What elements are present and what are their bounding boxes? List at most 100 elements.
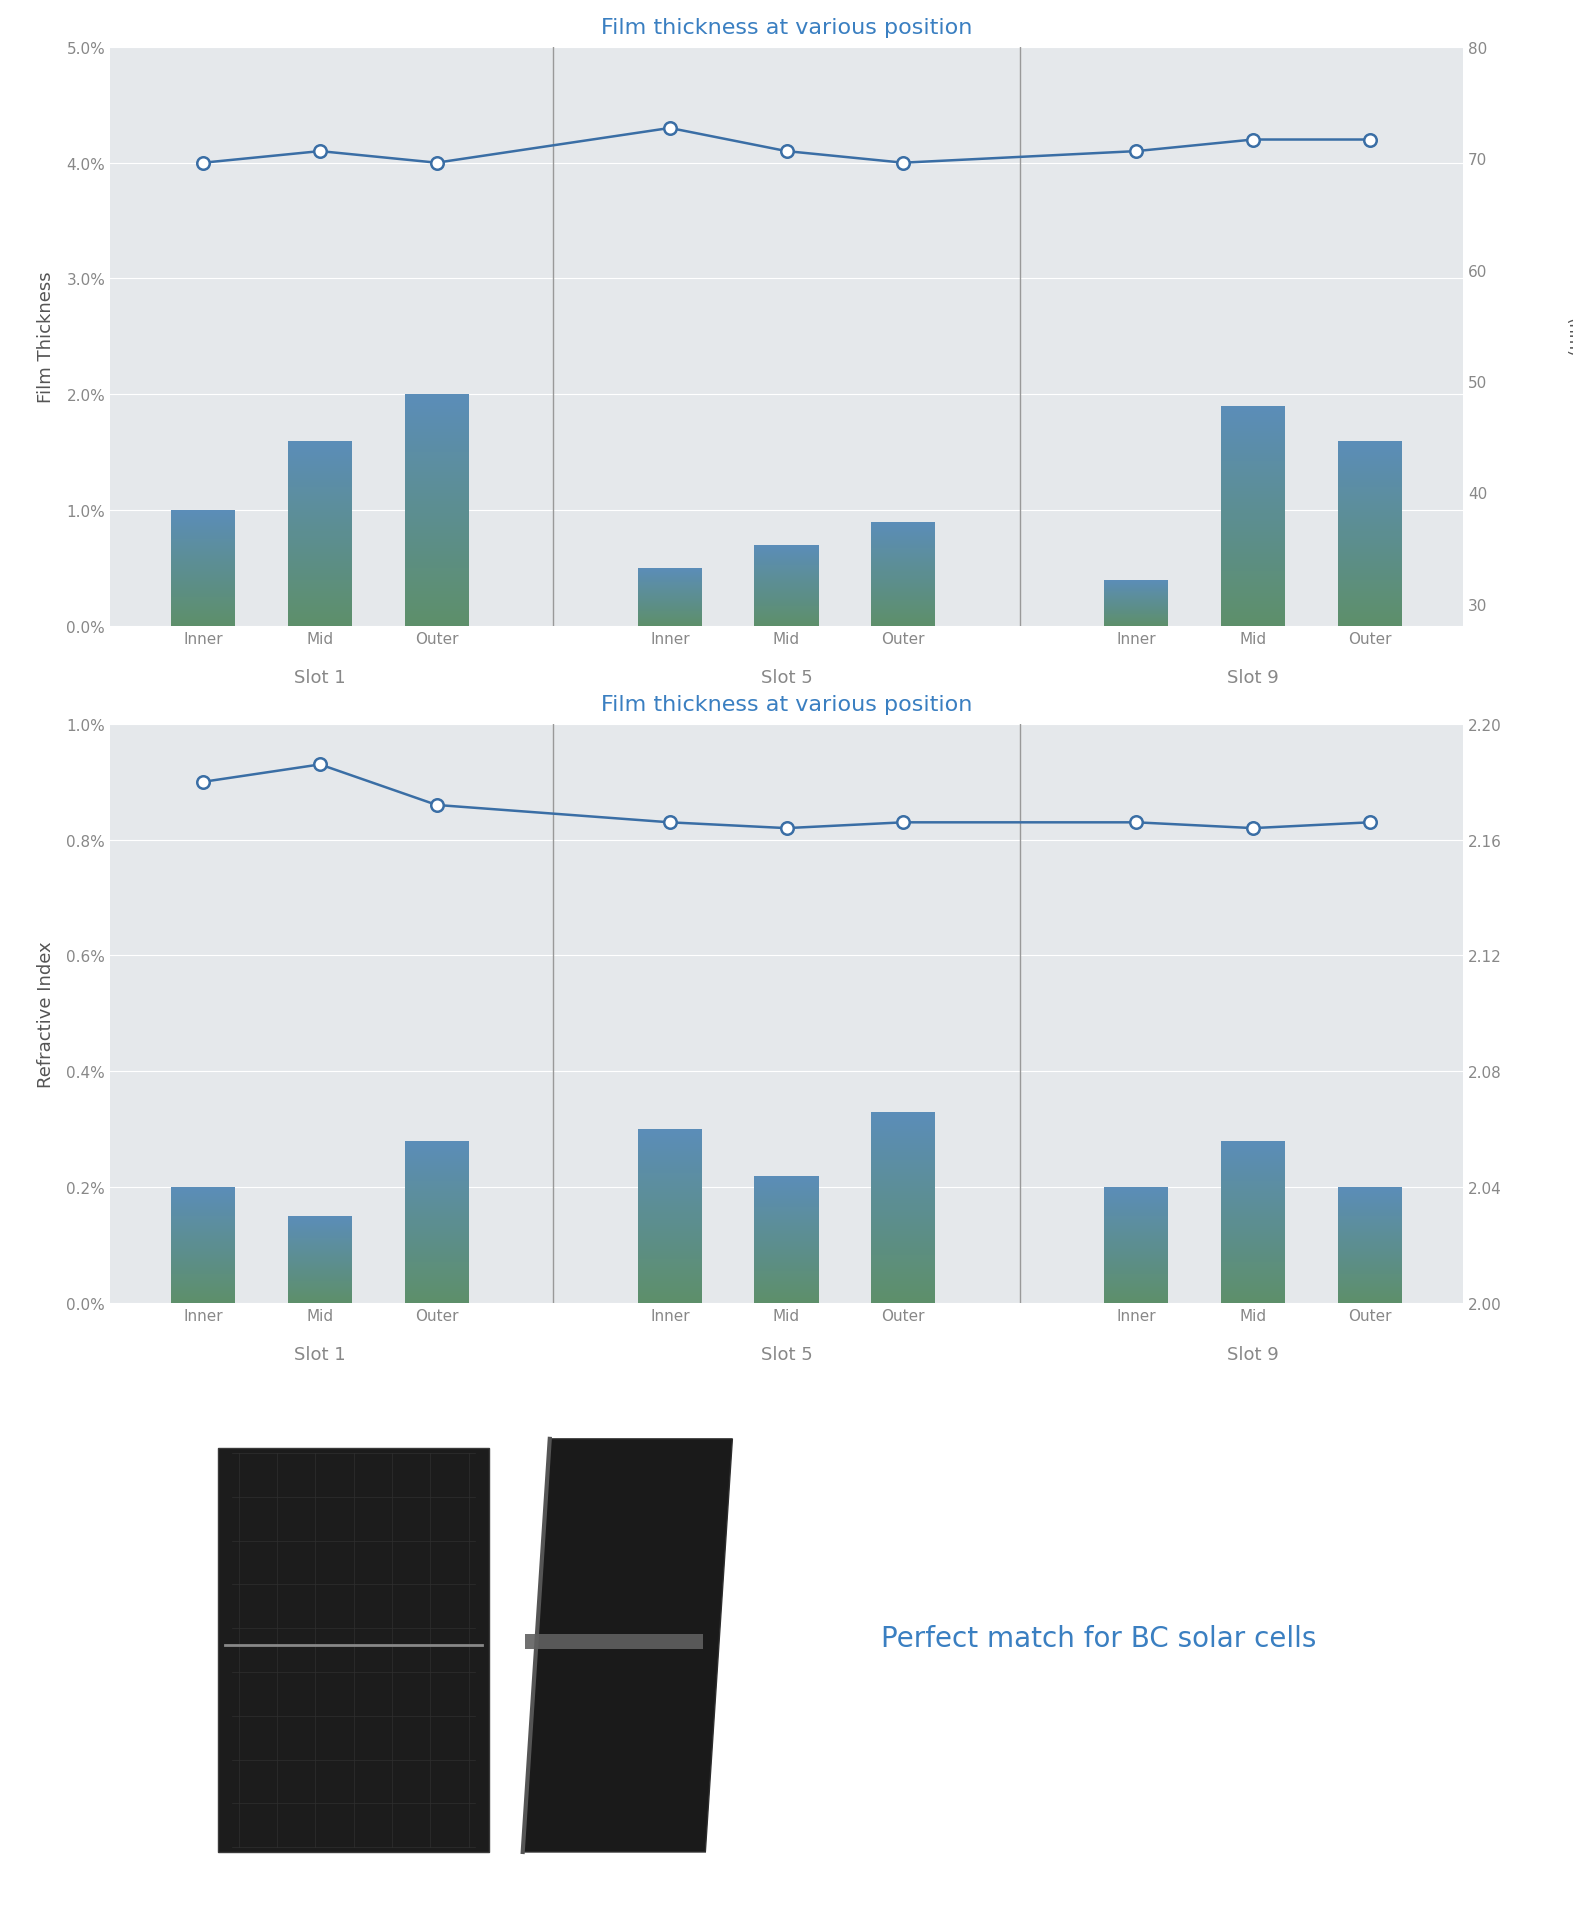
Bar bbox=[404, 450, 469, 454]
Bar bbox=[871, 1275, 936, 1277]
Bar bbox=[1221, 1181, 1285, 1183]
Bar bbox=[1221, 1300, 1285, 1302]
Bar bbox=[404, 530, 469, 534]
Bar bbox=[1221, 1238, 1285, 1240]
Bar bbox=[1221, 572, 1285, 574]
Bar bbox=[404, 586, 469, 590]
Bar bbox=[871, 1246, 936, 1248]
Bar bbox=[1221, 1240, 1285, 1242]
Bar bbox=[404, 549, 469, 551]
Bar bbox=[1337, 505, 1402, 509]
Bar bbox=[1337, 503, 1402, 505]
Bar bbox=[288, 597, 352, 599]
Bar bbox=[637, 1238, 702, 1240]
Bar bbox=[1221, 1196, 1285, 1198]
Bar bbox=[404, 544, 469, 545]
Bar bbox=[288, 530, 352, 532]
Bar bbox=[637, 1279, 702, 1282]
Bar bbox=[871, 1179, 936, 1181]
Bar bbox=[637, 1223, 702, 1225]
Bar bbox=[1221, 1259, 1285, 1261]
Bar bbox=[1337, 446, 1402, 448]
Bar bbox=[1221, 478, 1285, 480]
Bar bbox=[637, 1288, 702, 1290]
Bar bbox=[871, 1288, 936, 1292]
Bar bbox=[404, 1244, 469, 1246]
Bar bbox=[1337, 567, 1402, 568]
Bar bbox=[637, 1292, 702, 1294]
Bar bbox=[637, 1271, 702, 1273]
Bar bbox=[637, 1300, 702, 1302]
Bar bbox=[404, 572, 469, 574]
Bar bbox=[1337, 467, 1402, 469]
Bar bbox=[288, 563, 352, 565]
Bar bbox=[637, 1148, 702, 1152]
Bar bbox=[1221, 500, 1285, 503]
Bar bbox=[1337, 597, 1402, 599]
Bar bbox=[288, 547, 352, 549]
Bar bbox=[637, 1152, 702, 1154]
Bar bbox=[404, 511, 469, 513]
Bar bbox=[1221, 475, 1285, 478]
Bar bbox=[1221, 586, 1285, 588]
Bar bbox=[871, 1139, 936, 1141]
Bar bbox=[288, 444, 352, 446]
Bar bbox=[637, 1192, 702, 1194]
Bar bbox=[404, 1145, 469, 1146]
Bar bbox=[1337, 494, 1402, 498]
Bar bbox=[1337, 568, 1402, 570]
Bar bbox=[637, 1181, 702, 1185]
Bar bbox=[637, 1244, 702, 1246]
Bar bbox=[404, 1183, 469, 1187]
Bar bbox=[1221, 1160, 1285, 1162]
Bar bbox=[404, 1248, 469, 1250]
Bar bbox=[288, 446, 352, 448]
Bar bbox=[1337, 475, 1402, 477]
Bar bbox=[404, 1238, 469, 1240]
Bar bbox=[637, 1173, 702, 1175]
Bar bbox=[404, 620, 469, 624]
Bar bbox=[871, 1181, 936, 1185]
Bar bbox=[1221, 1177, 1285, 1179]
Bar bbox=[404, 1292, 469, 1294]
Bar bbox=[404, 1168, 469, 1169]
Bar bbox=[404, 561, 469, 563]
Bar bbox=[637, 1156, 702, 1158]
Bar bbox=[1337, 557, 1402, 559]
Bar bbox=[871, 1250, 936, 1254]
Polygon shape bbox=[525, 1635, 703, 1648]
Bar bbox=[288, 498, 352, 500]
Bar bbox=[404, 545, 469, 549]
Bar bbox=[288, 557, 352, 559]
Bar bbox=[1221, 1257, 1285, 1259]
Bar bbox=[404, 500, 469, 501]
Bar bbox=[1221, 1248, 1285, 1250]
Bar bbox=[288, 492, 352, 494]
Bar bbox=[404, 1213, 469, 1215]
Bar bbox=[404, 431, 469, 433]
Bar bbox=[871, 1265, 936, 1267]
Bar bbox=[871, 1143, 936, 1146]
Bar bbox=[1221, 612, 1285, 616]
Bar bbox=[404, 494, 469, 496]
Bar bbox=[288, 624, 352, 626]
Bar bbox=[288, 534, 352, 536]
Bar bbox=[1337, 526, 1402, 530]
Bar bbox=[404, 1212, 469, 1213]
Bar bbox=[1221, 1244, 1285, 1246]
Bar bbox=[871, 1146, 936, 1148]
Bar bbox=[871, 1120, 936, 1122]
Bar bbox=[404, 1302, 469, 1303]
Bar bbox=[637, 1261, 702, 1263]
Bar bbox=[1221, 505, 1285, 509]
Bar bbox=[1221, 1223, 1285, 1225]
Bar bbox=[1337, 609, 1402, 611]
Bar bbox=[871, 1279, 936, 1282]
Bar bbox=[637, 1263, 702, 1267]
Bar bbox=[637, 1164, 702, 1166]
Bar bbox=[871, 1198, 936, 1200]
Bar bbox=[1337, 448, 1402, 450]
Bar bbox=[404, 412, 469, 415]
Bar bbox=[404, 1154, 469, 1156]
Bar bbox=[404, 1265, 469, 1267]
